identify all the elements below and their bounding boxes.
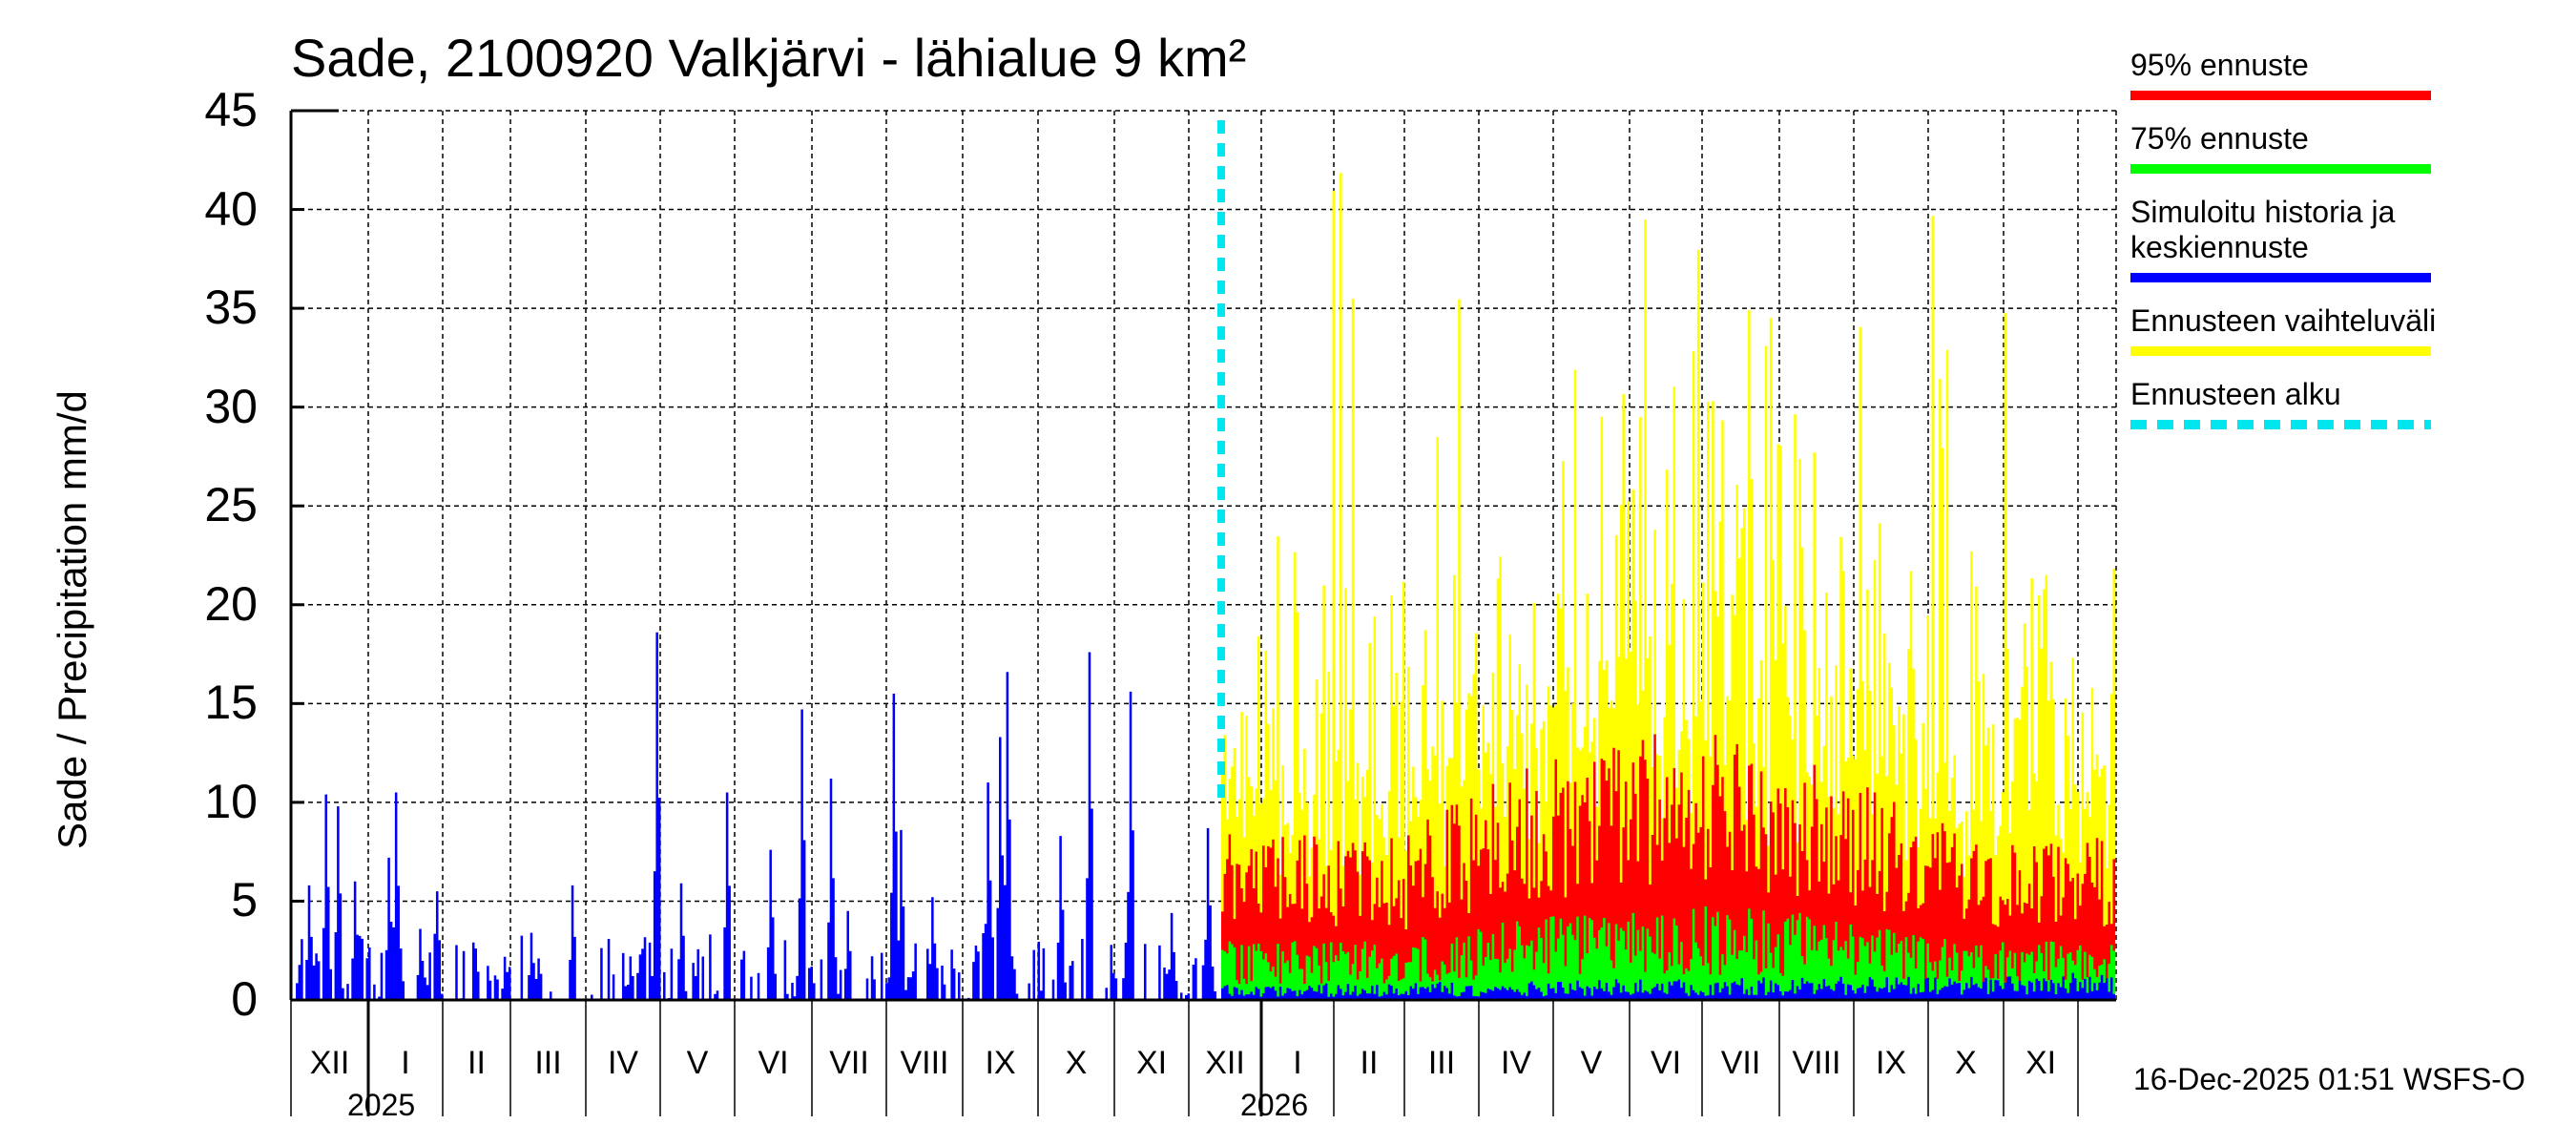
plot-bars — [291, 173, 2116, 1001]
x-month-label: VIII — [1792, 1045, 1841, 1081]
legend-label: Ennusteen vaihteluväli — [2130, 303, 2437, 338]
y-tick-label: 25 — [204, 478, 258, 532]
x-month-label: IV — [607, 1045, 639, 1081]
x-month-label: V — [1580, 1045, 1603, 1081]
x-month-label: II — [467, 1045, 486, 1081]
legend-swatch — [2130, 346, 2431, 356]
timestamp-footer: 16-Dec-2025 01:51 WSFS-O — [2133, 1062, 2525, 1096]
legend-item: Ennusteen alku — [2130, 377, 2569, 429]
legend-swatch — [2130, 91, 2431, 100]
axes — [289, 109, 2116, 1116]
y-tick-label: 5 — [231, 873, 258, 927]
x-month-label: V — [686, 1045, 709, 1081]
y-tick-label: 40 — [204, 181, 258, 236]
x-month-label: I — [1293, 1045, 1302, 1081]
legend: 95% ennuste 75% ennuste Simuloitu historia… — [2130, 48, 2569, 450]
x-month-label: I — [401, 1045, 410, 1081]
x-month-label: XI — [2025, 1045, 2057, 1081]
x-month-label: III — [534, 1045, 562, 1081]
legend-swatch — [2130, 273, 2431, 282]
y-tick-label: 10 — [204, 774, 258, 828]
x-month-label: VI — [1650, 1045, 1682, 1081]
x-month-label: III — [1427, 1045, 1456, 1081]
chart-title: Sade, 2100920 Valkjärvi - lähialue 9 km² — [291, 28, 1247, 88]
x-month-label: II — [1360, 1045, 1379, 1081]
x-month-label: XI — [1135, 1045, 1168, 1081]
legend-item: Ennusteen vaihteluväli — [2130, 303, 2569, 356]
y-tick-label: 0 — [231, 972, 258, 1026]
x-month-label: VII — [1720, 1045, 1761, 1081]
legend-item: Simuloitu historia ja keskiennuste — [2130, 195, 2569, 282]
x-month-label: X — [1955, 1045, 1977, 1081]
legend-label: Ennusteen alku — [2130, 377, 2341, 411]
y-tick-label: 35 — [204, 281, 258, 335]
legend-item: 75% ennuste — [2130, 121, 2569, 174]
x-month-label: VII — [829, 1045, 869, 1081]
x-month-label: IV — [1500, 1045, 1532, 1081]
x-month-label: VIII — [900, 1045, 949, 1081]
x-month-label: XII — [1205, 1045, 1245, 1081]
y-tick-label: 45 — [204, 83, 258, 136]
legend-label: 95% ennuste — [2130, 48, 2309, 82]
x-month-label: IX — [1875, 1045, 1907, 1081]
y-axis-label: Sade / Precipitation mm/d — [50, 390, 94, 849]
legend-item: 95% ennuste — [2130, 48, 2569, 100]
legend-label: 75% ennuste — [2130, 121, 2309, 156]
y-tick-label: 15 — [204, 676, 258, 730]
x-month-label: XII — [309, 1045, 350, 1081]
x-year-label: 2026 — [1240, 1088, 1309, 1122]
x-month-label: X — [1065, 1045, 1088, 1081]
y-tick-label: 20 — [204, 576, 258, 631]
legend-swatch — [2130, 420, 2431, 429]
legend-label: Simuloitu historia ja keskiennuste — [2130, 195, 2396, 264]
x-month-label: VI — [758, 1045, 789, 1081]
x-month-label: IX — [985, 1045, 1016, 1081]
legend-swatch — [2130, 164, 2431, 174]
y-tick-label: 30 — [204, 379, 258, 433]
x-year-label: 2025 — [347, 1088, 416, 1122]
